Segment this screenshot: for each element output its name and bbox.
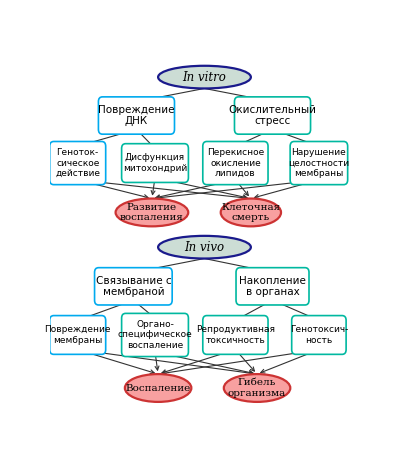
Text: Дисфункция
митохондрий: Дисфункция митохондрий — [123, 153, 187, 173]
Ellipse shape — [116, 199, 188, 227]
Text: Повреждение
ДНК: Повреждение ДНК — [98, 104, 175, 126]
Text: Репродуктивная
токсичность: Репродуктивная токсичность — [196, 325, 275, 345]
FancyBboxPatch shape — [203, 142, 268, 185]
Ellipse shape — [158, 66, 251, 88]
FancyBboxPatch shape — [290, 142, 348, 185]
Text: Накопление
в органах: Накопление в органах — [239, 276, 306, 297]
Text: Геноток-
сическое
действие: Геноток- сическое действие — [55, 148, 100, 178]
Text: Повреждение
мембраны: Повреждение мембраны — [44, 325, 111, 345]
FancyBboxPatch shape — [122, 314, 188, 357]
FancyBboxPatch shape — [122, 143, 188, 182]
Ellipse shape — [221, 199, 281, 227]
Text: Связывание с
мембраной: Связывание с мембраной — [95, 276, 171, 297]
Text: Окислительный
стресс: Окислительный стресс — [229, 104, 316, 126]
Ellipse shape — [125, 374, 192, 402]
Text: Нарушение
целостности
мембраны: Нарушение целостности мембраны — [288, 148, 350, 178]
FancyBboxPatch shape — [236, 268, 309, 305]
Text: Органо-
специфическое
воспаление: Органо- специфическое воспаление — [118, 320, 192, 350]
Text: In vitro: In vitro — [183, 71, 226, 84]
FancyBboxPatch shape — [50, 315, 106, 354]
Ellipse shape — [158, 236, 251, 258]
Text: Гибель
организма: Гибель организма — [228, 378, 286, 398]
Ellipse shape — [224, 374, 290, 402]
FancyBboxPatch shape — [95, 268, 172, 305]
FancyBboxPatch shape — [292, 315, 346, 354]
Text: In vivo: In vivo — [184, 241, 225, 254]
Text: Генотоксич-
ность: Генотоксич- ность — [290, 325, 348, 345]
FancyBboxPatch shape — [235, 97, 310, 134]
Text: Развитие
воспаления: Развитие воспаления — [120, 203, 184, 222]
FancyBboxPatch shape — [50, 142, 106, 185]
FancyBboxPatch shape — [99, 97, 174, 134]
FancyBboxPatch shape — [203, 315, 268, 354]
Text: Клеточная
смерть: Клеточная смерть — [221, 203, 280, 222]
Text: Воспаление: Воспаление — [125, 383, 191, 392]
Text: Перекисное
окисление
липидов: Перекисное окисление липидов — [207, 148, 264, 178]
